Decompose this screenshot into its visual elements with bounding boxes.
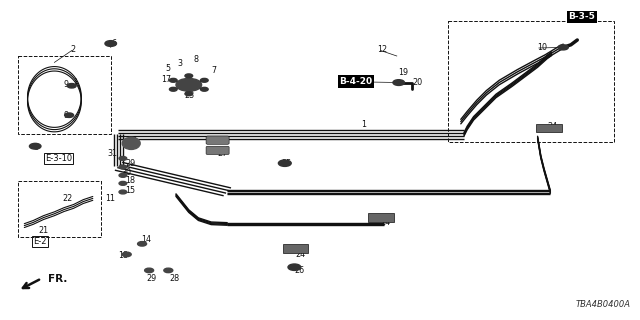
Ellipse shape	[122, 137, 140, 149]
Text: 28: 28	[170, 274, 180, 283]
Circle shape	[200, 87, 208, 91]
Text: 30: 30	[122, 168, 132, 177]
Circle shape	[170, 87, 177, 91]
Text: 22: 22	[63, 194, 73, 203]
FancyBboxPatch shape	[283, 244, 308, 253]
Text: 29: 29	[146, 274, 156, 283]
Bar	[18, 181, 101, 237]
Text: 12: 12	[378, 45, 388, 54]
Text: E-2: E-2	[33, 237, 47, 246]
Text: 11: 11	[106, 194, 116, 203]
Text: 21: 21	[38, 226, 49, 235]
Text: B-4-20: B-4-20	[339, 77, 372, 86]
Text: 15: 15	[125, 186, 136, 195]
Circle shape	[119, 181, 127, 185]
Circle shape	[185, 74, 193, 78]
Text: 24: 24	[547, 122, 557, 131]
Text: 26: 26	[294, 266, 305, 275]
Circle shape	[278, 160, 291, 166]
Circle shape	[119, 173, 127, 177]
Circle shape	[119, 190, 127, 194]
Text: 8: 8	[193, 55, 198, 64]
Text: 23: 23	[184, 92, 195, 100]
Bar	[448, 21, 614, 142]
Text: 19: 19	[398, 68, 408, 77]
Circle shape	[288, 264, 301, 270]
Text: 25: 25	[282, 159, 292, 168]
Text: 20: 20	[413, 78, 423, 87]
Text: 4: 4	[131, 136, 136, 145]
Text: 6: 6	[112, 39, 117, 48]
Circle shape	[164, 268, 173, 273]
Text: 9: 9	[64, 80, 69, 89]
Circle shape	[105, 41, 116, 46]
Bar	[18, 56, 111, 134]
Text: 17: 17	[161, 76, 172, 84]
Text: 10: 10	[538, 43, 548, 52]
Circle shape	[67, 84, 76, 88]
Circle shape	[65, 113, 74, 117]
FancyBboxPatch shape	[536, 124, 562, 132]
Circle shape	[185, 92, 193, 96]
Text: 13: 13	[218, 136, 228, 145]
FancyBboxPatch shape	[368, 213, 394, 222]
Circle shape	[122, 252, 131, 257]
Text: 5: 5	[165, 64, 170, 73]
Text: E-3-10: E-3-10	[45, 154, 72, 163]
Text: FR.: FR.	[48, 274, 67, 284]
FancyBboxPatch shape	[206, 136, 229, 144]
Text: 29: 29	[125, 159, 136, 168]
Circle shape	[558, 45, 568, 50]
Text: 3: 3	[178, 60, 183, 68]
Text: 31: 31	[108, 149, 118, 158]
Text: 7: 7	[211, 66, 216, 75]
Text: 9: 9	[64, 111, 69, 120]
Text: TBA4B0400A: TBA4B0400A	[575, 300, 630, 309]
FancyBboxPatch shape	[206, 146, 229, 155]
Circle shape	[200, 78, 208, 82]
Circle shape	[119, 156, 127, 160]
Text: B-3-5: B-3-5	[568, 12, 595, 21]
Circle shape	[119, 165, 127, 169]
Circle shape	[145, 268, 154, 273]
Circle shape	[29, 143, 41, 149]
Text: 1: 1	[362, 120, 367, 129]
Text: 14: 14	[141, 236, 151, 244]
Circle shape	[176, 78, 202, 91]
Text: 6: 6	[33, 143, 38, 152]
Text: 18: 18	[118, 252, 129, 260]
Circle shape	[138, 242, 147, 246]
Circle shape	[393, 80, 404, 85]
Circle shape	[170, 78, 177, 82]
Text: 2: 2	[70, 45, 76, 54]
Text: 18: 18	[125, 176, 136, 185]
Text: 24: 24	[296, 250, 306, 259]
Text: 27: 27	[218, 149, 228, 158]
Text: 24: 24	[381, 218, 391, 227]
